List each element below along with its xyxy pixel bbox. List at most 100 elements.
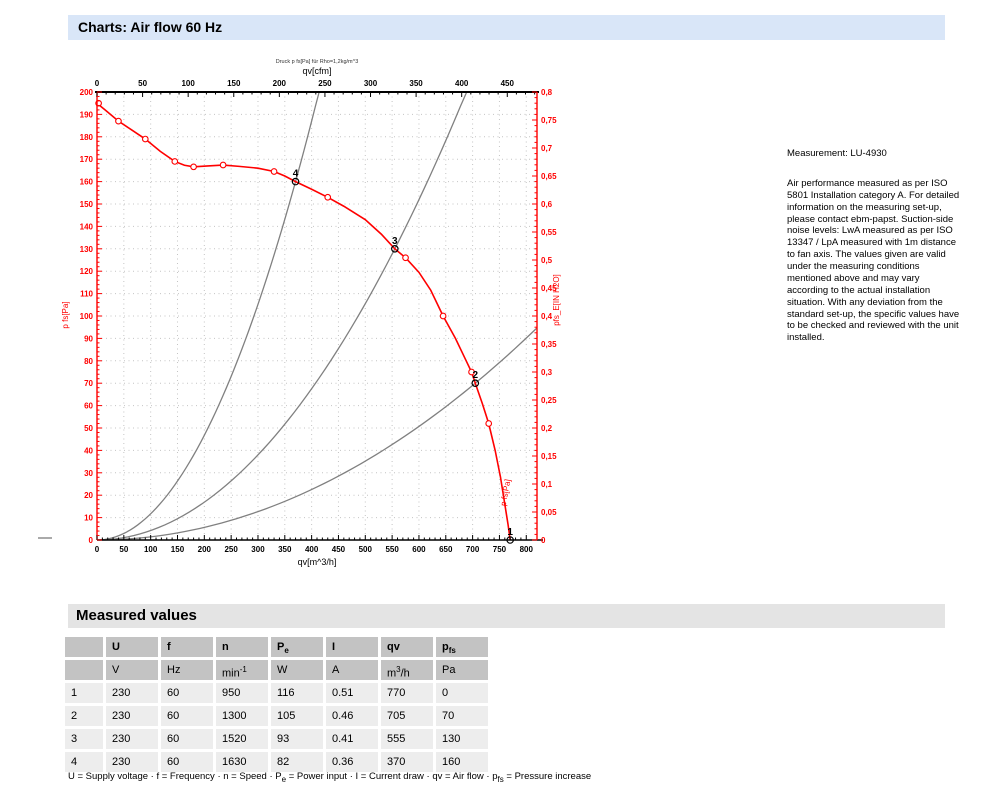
- svg-text:130: 130: [80, 245, 94, 254]
- svg-text:200: 200: [80, 88, 94, 97]
- svg-text:90: 90: [84, 334, 93, 343]
- table-cell: Pa: [436, 660, 488, 680]
- chart-grid: [97, 92, 537, 540]
- svg-text:150: 150: [227, 79, 241, 88]
- table-cell: 82: [271, 752, 323, 772]
- axis-top-title: qv[cfm]: [302, 66, 331, 76]
- table-cell: U: [106, 637, 158, 657]
- svg-text:150: 150: [171, 545, 185, 554]
- svg-text:170: 170: [80, 155, 94, 164]
- svg-text:300: 300: [364, 79, 378, 88]
- svg-text:650: 650: [439, 545, 453, 554]
- svg-text:0,7: 0,7: [541, 144, 553, 153]
- table-cell: qv: [381, 637, 433, 657]
- svg-text:350: 350: [409, 79, 423, 88]
- svg-text:0,5: 0,5: [541, 256, 553, 265]
- table-cell: 70: [436, 706, 488, 726]
- svg-text:400: 400: [455, 79, 469, 88]
- table-cell: 0: [436, 683, 488, 703]
- table-cell: 1300: [216, 706, 268, 726]
- table-cell: 130: [436, 729, 488, 749]
- axis-bottom-title: qv[m^3/h]: [298, 557, 337, 567]
- table-cell: pfs: [436, 637, 488, 657]
- table-row: 4 230 60 1630 82 0.36 370 160: [65, 752, 491, 772]
- svg-text:0: 0: [95, 79, 100, 88]
- table-cell: 105: [271, 706, 323, 726]
- svg-text:70: 70: [84, 379, 93, 388]
- operating-point-label: 1: [507, 527, 513, 538]
- table-cell: 770: [381, 683, 433, 703]
- table-cell: Hz: [161, 660, 213, 680]
- svg-text:0: 0: [95, 545, 100, 554]
- svg-text:50: 50: [138, 79, 147, 88]
- table-row: 3 230 60 1520 93 0.41 555 130: [65, 729, 491, 749]
- margin-dash: [38, 537, 52, 539]
- table-row: 1 230 60 950 116 0.51 770 0: [65, 683, 491, 703]
- table-cell: 160: [436, 752, 488, 772]
- table-cell: 93: [271, 729, 323, 749]
- svg-text:0,1: 0,1: [541, 480, 553, 489]
- svg-text:350: 350: [278, 545, 292, 554]
- table-cell: I: [326, 637, 378, 657]
- svg-text:0: 0: [541, 536, 546, 545]
- axis-left-title: p fs[Pa]: [61, 301, 70, 328]
- svg-text:550: 550: [385, 545, 399, 554]
- svg-text:0,4: 0,4: [541, 312, 553, 321]
- airflow-chart: 1 2 3 4 0 50 100 150 200 250 300 350 400 450 500 550 600…: [60, 55, 570, 575]
- fan-curve: [96, 102, 511, 541]
- svg-text:190: 190: [80, 110, 94, 119]
- svg-text:50: 50: [119, 545, 128, 554]
- svg-text:300: 300: [251, 545, 265, 554]
- svg-text:0,2: 0,2: [541, 424, 553, 433]
- svg-text:120: 120: [80, 267, 94, 276]
- table-row: 2 230 60 1300 105 0.46 705 70: [65, 706, 491, 726]
- operating-points: 1 2 3 4: [291, 169, 514, 544]
- svg-text:110: 110: [80, 290, 93, 299]
- svg-text:50: 50: [84, 424, 93, 433]
- svg-text:0,6: 0,6: [541, 200, 553, 209]
- svg-text:0,8: 0,8: [541, 88, 553, 97]
- chart-annotation: Druck p fs[Pa] für Rho=1,2kg/m^3: [276, 59, 359, 65]
- table-cell: 705: [381, 706, 433, 726]
- table-cell: 3: [65, 729, 103, 749]
- svg-text:100: 100: [80, 312, 94, 321]
- axis-right: 0 0,05 0,1 0,15 0,2 0,25 0,3 0,35 0,4 0,45 0,5 0,55…: [532, 88, 561, 545]
- table-cell: 0.36: [326, 752, 378, 772]
- svg-text:0,15: 0,15: [541, 452, 557, 461]
- svg-text:100: 100: [144, 545, 158, 554]
- table-cell: [65, 637, 103, 657]
- system-curve: [96, 91, 320, 541]
- table-cell: 230: [106, 683, 158, 703]
- measured-values-title: Measured values: [68, 604, 945, 628]
- table-cell: 2: [65, 706, 103, 726]
- axis-bottom: 0 50 100 150 200 250 300 350 400 450 500 550 600 650 7…: [95, 535, 533, 567]
- table-cell: 0.51: [326, 683, 378, 703]
- svg-text:250: 250: [224, 545, 238, 554]
- table-cell: 1: [65, 683, 103, 703]
- table-cell: 0.46: [326, 706, 378, 726]
- measurement-paragraph: Air performance measured as per ISO 5801…: [787, 177, 960, 344]
- axis-top: 0 50 100 150 200 250 300 350 400 450 qv[cfm]Druck …: [95, 59, 536, 97]
- table-cell: 555: [381, 729, 433, 749]
- svg-text:0,25: 0,25: [541, 396, 557, 405]
- svg-text:0,55: 0,55: [541, 228, 557, 237]
- table-cell: 60: [161, 729, 213, 749]
- table-cell: 1630: [216, 752, 268, 772]
- svg-text:200: 200: [198, 545, 212, 554]
- svg-text:180: 180: [80, 133, 94, 142]
- table-cell: 230: [106, 706, 158, 726]
- svg-text:250: 250: [318, 79, 332, 88]
- svg-text:400: 400: [305, 545, 319, 554]
- operating-point-label: 2: [473, 370, 479, 381]
- system-curve: [96, 91, 468, 541]
- measurement-note: Measurement: LU-4930 Air performance mea…: [787, 148, 963, 344]
- table-cell: 950: [216, 683, 268, 703]
- svg-text:0,65: 0,65: [541, 172, 557, 181]
- table-cell: 230: [106, 729, 158, 749]
- svg-text:140: 140: [80, 222, 94, 231]
- table-cell: Pe: [271, 637, 323, 657]
- svg-text:750: 750: [493, 545, 507, 554]
- svg-text:150: 150: [80, 200, 94, 209]
- svg-text:60: 60: [84, 402, 93, 411]
